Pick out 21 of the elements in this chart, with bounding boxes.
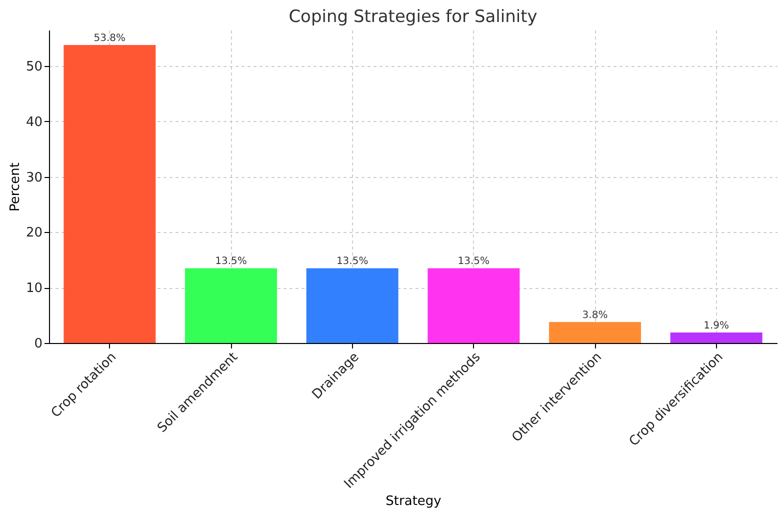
data-label: 13.5% [336, 256, 368, 268]
x-axis-title: Strategy [386, 494, 442, 510]
data-label: 53.8% [94, 32, 126, 44]
y-axis-title: Percent [8, 162, 23, 212]
bar [306, 268, 398, 343]
bar [185, 268, 277, 343]
y-tick-label: 30 [26, 170, 42, 186]
bar [428, 268, 520, 343]
y-tick-label: 40 [26, 114, 42, 130]
y-tick-label: 0 [34, 336, 42, 352]
bar [549, 322, 641, 343]
data-label: 13.5% [215, 256, 247, 268]
y-tick-label: 10 [26, 281, 42, 296]
data-label: 1.9% [704, 320, 730, 332]
y-tick-label: 20 [26, 226, 42, 241]
data-label: 3.8% [582, 310, 608, 321]
bar [670, 332, 762, 343]
chart-title: Coping Strategies for Salinity [288, 7, 538, 27]
data-label: 13.5% [458, 256, 490, 268]
bar [64, 44, 156, 343]
y-tick-label: 50 [26, 60, 42, 75]
